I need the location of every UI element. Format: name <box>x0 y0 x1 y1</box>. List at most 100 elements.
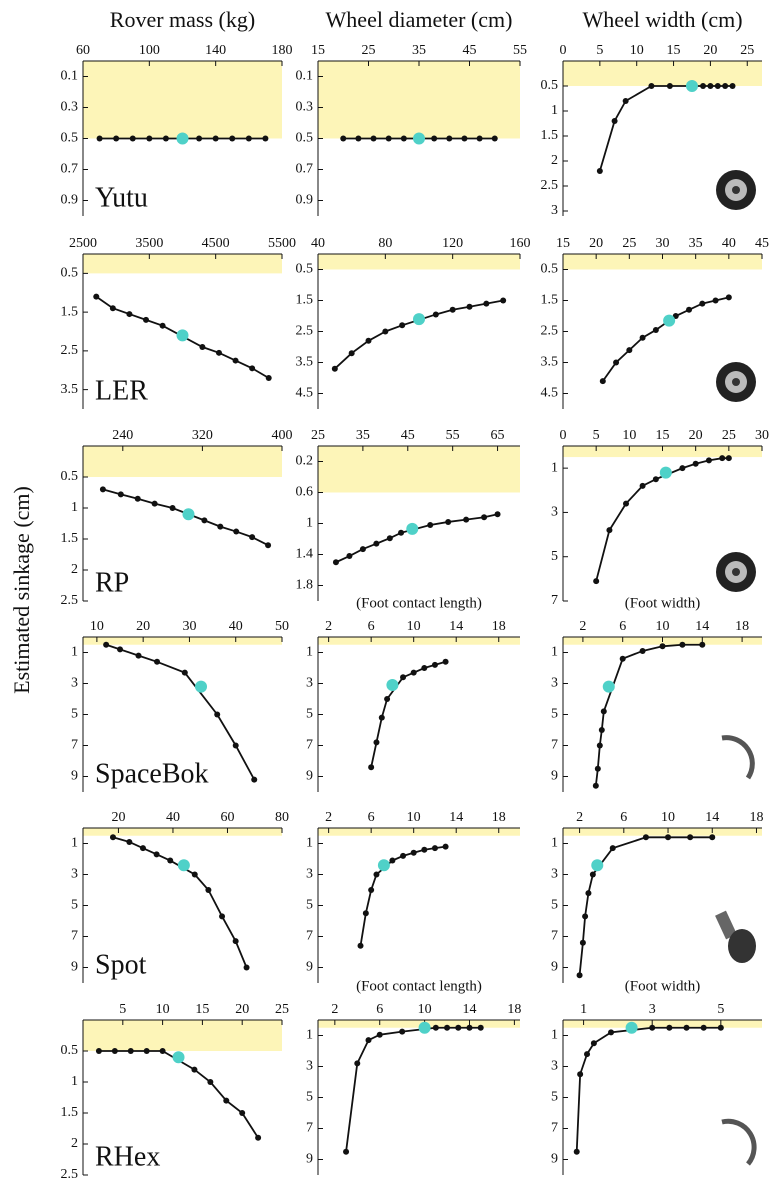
sinkage-line <box>359 845 446 946</box>
data-point <box>249 365 256 372</box>
data-point <box>162 135 169 142</box>
data-point <box>652 326 659 333</box>
data-point <box>679 641 686 648</box>
nominal-point <box>625 1021 638 1034</box>
x-tick-label: 10 <box>407 810 421 825</box>
y-tick-label: 3.5 <box>61 382 79 397</box>
data-point <box>378 714 385 721</box>
y-tick-label: 1 <box>551 103 558 118</box>
data-point <box>399 1028 406 1035</box>
data-point <box>666 1024 673 1031</box>
data-point <box>398 529 405 536</box>
x-tick-label: 10 <box>407 619 421 634</box>
x-tick-label: 25 <box>311 428 325 443</box>
nominal-point <box>602 680 615 693</box>
x-tick-label: 25 <box>275 1002 289 1017</box>
x-tick-label: 60 <box>76 43 90 58</box>
y-tick-label: 0.5 <box>541 78 559 93</box>
leg-icon <box>721 735 755 780</box>
y-tick-label: 7 <box>551 1121 558 1136</box>
data-point <box>611 118 618 124</box>
x-tick-label: 2 <box>579 619 586 634</box>
safe-band <box>563 1020 762 1028</box>
x-tick-label: 1 <box>580 1002 587 1017</box>
y-tick-label: 1 <box>71 1074 78 1089</box>
nominal-point <box>176 132 189 145</box>
x-axis-label: Wheel width (cm) <box>582 7 742 32</box>
wheel-icon <box>716 552 756 592</box>
x-tick-label: 10 <box>156 1002 170 1017</box>
nominal-point <box>177 859 190 872</box>
data-point <box>717 1024 724 1031</box>
y-tick-label: 3 <box>306 867 313 882</box>
y-tick-label: 1 <box>306 1028 313 1043</box>
data-point <box>700 83 707 89</box>
data-point <box>153 851 160 858</box>
y-tick-label: 2.5 <box>61 593 79 608</box>
data-point <box>613 359 620 366</box>
x-tick-label: 5500 <box>268 236 296 251</box>
data-point <box>143 1048 150 1054</box>
safe-band <box>318 61 520 139</box>
data-point <box>159 1048 166 1054</box>
data-point <box>687 834 694 841</box>
y-tick-label: 5 <box>551 549 558 564</box>
data-point <box>606 527 613 534</box>
data-point <box>400 135 407 142</box>
x-tick-label: 15 <box>195 1002 209 1017</box>
x-axis-label: (Foot width) <box>625 595 700 611</box>
nominal-point <box>413 313 425 326</box>
y-tick-label: 2.5 <box>61 1167 79 1179</box>
data-point <box>217 523 224 530</box>
y-tick-label: 1.8 <box>296 578 314 593</box>
data-point <box>93 293 100 300</box>
data-point <box>427 522 434 529</box>
data-point <box>700 1024 707 1031</box>
data-point <box>582 913 589 920</box>
data-point <box>476 135 483 142</box>
y-tick-label: 0.6 <box>296 485 314 500</box>
data-point <box>348 350 355 357</box>
data-point <box>699 641 706 648</box>
safe-band <box>318 1020 520 1028</box>
data-point <box>129 135 136 142</box>
x-tick-label: 120 <box>442 236 463 251</box>
x-tick-label: 35 <box>689 236 703 251</box>
data-point <box>265 375 272 381</box>
row-label: RHex <box>95 1141 160 1172</box>
y-tick-label: 9 <box>71 769 78 784</box>
nominal-point <box>685 80 698 92</box>
data-point <box>609 845 616 852</box>
wheel-icon <box>716 170 756 210</box>
data-point <box>207 1079 214 1085</box>
x-tick-label: 50 <box>275 619 289 634</box>
y-tick-label: 5 <box>306 1090 313 1105</box>
data-point <box>649 1024 656 1031</box>
y-tick-label: 5 <box>306 898 313 913</box>
data-point <box>109 305 116 312</box>
y-tick-label: 0.5 <box>296 131 314 146</box>
sinkage-line <box>105 643 256 781</box>
y-tick-label: 1 <box>306 836 313 851</box>
data-point <box>466 303 473 310</box>
data-point <box>400 674 407 681</box>
nominal-point <box>659 466 672 479</box>
data-point <box>167 857 174 864</box>
y-tick-label: 0.5 <box>61 469 79 484</box>
data-point <box>382 328 389 335</box>
x-tick-label: 5 <box>596 43 603 58</box>
y-tick-label: 1.5 <box>541 293 559 308</box>
y-tick-label: 5 <box>306 707 313 722</box>
y-tick-label: 3 <box>71 676 78 691</box>
data-point <box>343 1148 350 1155</box>
sinkage-line <box>578 836 713 976</box>
x-tick-label: 14 <box>449 810 463 825</box>
data-point <box>255 1134 262 1141</box>
nominal-point <box>195 680 208 693</box>
y-tick-label: 2.5 <box>296 324 314 339</box>
y-tick-label: 0.5 <box>61 1043 79 1058</box>
y-tick-label: 1 <box>551 836 558 851</box>
data-point <box>619 655 626 662</box>
x-tick-label: 18 <box>492 619 506 634</box>
x-tick-label: 65 <box>491 428 505 443</box>
